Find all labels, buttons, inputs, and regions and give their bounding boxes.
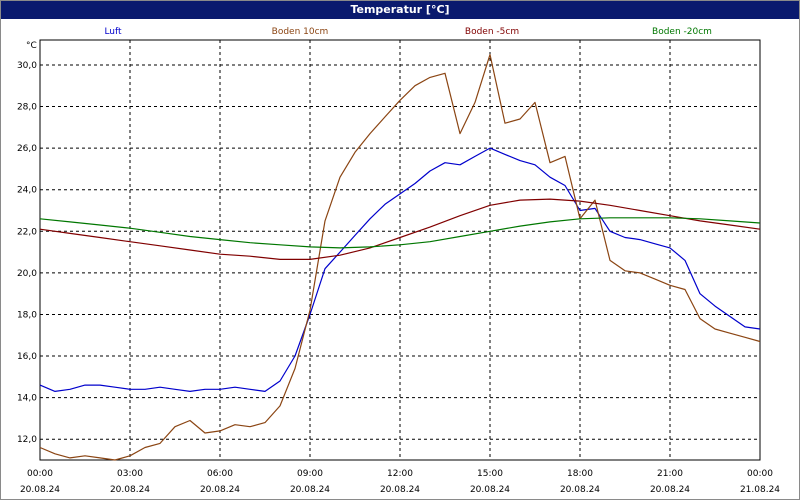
x-tick-date-label: 20.08.24 bbox=[290, 485, 330, 495]
legend: Luft Boden 10cm Boden -5cm Boden -20cm bbox=[104, 27, 712, 37]
y-tick-label: 16,0 bbox=[17, 352, 37, 362]
x-tick-time-label: 03:00 bbox=[117, 469, 143, 479]
x-tick-time-label: 12:00 bbox=[387, 469, 413, 479]
x-tick-time-label: 06:00 bbox=[207, 469, 233, 479]
x-tick-date-label: 20.08.24 bbox=[200, 485, 240, 495]
legend-entry: Boden -20cm bbox=[652, 27, 712, 37]
series-line-luft bbox=[39, 147, 761, 392]
y-tick-label: 26,0 bbox=[17, 144, 37, 154]
x-tick-date-label: 20.08.24 bbox=[110, 485, 150, 495]
x-tick-date-label: 20.08.24 bbox=[20, 485, 60, 495]
y-tick-label: 12,0 bbox=[17, 435, 37, 445]
y-axis-tick-labels: 12,0 14,0 16,0 18,0 20,0 22,0 24,0 26,0 28,0 30,0 bbox=[17, 61, 37, 445]
y-tick-label: 22,0 bbox=[17, 227, 37, 237]
series-line-boden-10cm bbox=[39, 53, 761, 461]
x-tick-time-label: 18:00 bbox=[567, 469, 593, 479]
y-tick-label: 20,0 bbox=[17, 269, 37, 279]
x-tick-time-label: 00:00 bbox=[747, 469, 773, 479]
x-tick-date-label: 20.08.24 bbox=[560, 485, 600, 495]
y-tick-label: 28,0 bbox=[17, 103, 37, 113]
series-lines bbox=[39, 53, 761, 461]
y-tick-label: 18,0 bbox=[17, 310, 37, 320]
y-tick-label: 30,0 bbox=[17, 61, 37, 71]
x-tick-time-label: 21:00 bbox=[657, 469, 683, 479]
grid-lines bbox=[40, 40, 760, 460]
y-tick-label: 14,0 bbox=[17, 394, 37, 404]
x-axis-tick-labels: 00:00 20.08.24 03:00 20.08.24 06:00 20.08.24 0… bbox=[20, 469, 780, 495]
y-axis-label: °C bbox=[26, 41, 37, 51]
x-tick-date-label: 20.08.24 bbox=[650, 485, 690, 495]
x-tick-date-label: 20.08.24 bbox=[380, 485, 420, 495]
legend-entry: Boden -5cm bbox=[465, 27, 519, 37]
x-tick-time-label: 15:00 bbox=[477, 469, 503, 479]
y-tick-label: 24,0 bbox=[17, 186, 37, 196]
series-line-boden-5cm bbox=[39, 198, 761, 260]
chart-title: Temperatur [°C] bbox=[1, 1, 799, 19]
legend-entry: Boden 10cm bbox=[272, 27, 329, 37]
x-tick-date-label: 20.08.24 bbox=[470, 485, 510, 495]
series-line-boden-20cm bbox=[39, 217, 761, 249]
x-tick-date-label: 21.08.24 bbox=[740, 485, 780, 495]
legend-entry: Luft bbox=[104, 27, 122, 37]
x-tick-time-label: 09:00 bbox=[297, 469, 323, 479]
x-tick-time-label: 00:00 bbox=[27, 469, 53, 479]
